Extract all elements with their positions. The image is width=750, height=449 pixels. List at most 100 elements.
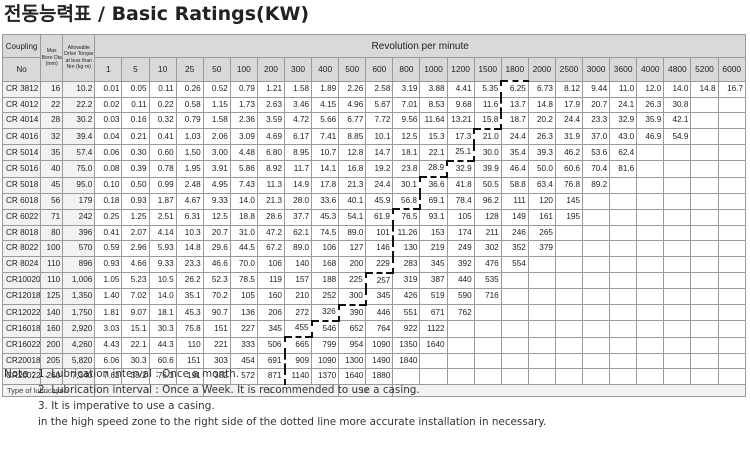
rpm-header: 400 (311, 57, 340, 82)
rating-cell: 146 (365, 240, 394, 258)
rating-cell: 110 (175, 336, 204, 354)
rating-cell (609, 320, 638, 338)
rating-cell: 345 (419, 256, 448, 274)
table-row: CR12022 140 1,750 1.81 9.07 18.1 45.3 90.7 136 20… (1, 303, 746, 322)
rating-cell: 1.87 (148, 192, 177, 210)
rating-cell: 0.39 (121, 160, 150, 178)
rating-cell: 4.48 (229, 144, 258, 162)
rpm-header: 1500 (473, 57, 502, 82)
note-2: 2. Lubrication interval : Once a Week. I… (38, 384, 420, 396)
rating-cell: 127 (338, 240, 367, 258)
table-row: CR10020 110 1,006 1.05 5.23 10.5 26.2 52.3 78.5 1… (1, 271, 746, 290)
rating-cell: 13.21 (446, 112, 475, 130)
rating-cell: 14.0 (148, 288, 177, 306)
torque-value: 570 (62, 240, 96, 258)
torque-value: 30.2 (62, 112, 96, 130)
rating-cell (527, 256, 556, 274)
rpm-header: 500 (338, 57, 367, 82)
coupling-no: CR12018 (1, 288, 42, 306)
rating-cell: 1.25 (121, 208, 150, 226)
header-coupling: Coupling (1, 34, 42, 58)
rating-cell (717, 240, 746, 258)
rating-cell: 93.1 (419, 208, 448, 226)
rating-cell: 1.89 (311, 80, 340, 98)
rating-cell (636, 160, 665, 178)
rating-cell: 60.6 (554, 160, 584, 178)
rating-cell: 62.1 (283, 224, 313, 242)
rating-cell: 333 (229, 336, 258, 354)
coupling-no: CR12022 (1, 304, 42, 322)
rating-cell: 136 (229, 304, 258, 322)
rating-cell: 25.1 (446, 144, 476, 162)
rating-cell: 17.8 (311, 176, 340, 194)
rating-cell (609, 336, 638, 354)
rating-cell: 30.0 (473, 144, 502, 162)
rating-cell (609, 352, 638, 370)
rating-cell: 11.7 (283, 160, 313, 178)
rating-cell: 257 (365, 271, 394, 290)
rpm-header: 10 (148, 57, 177, 82)
rating-cell: 1.58 (283, 80, 313, 98)
rating-cell: 8.85 (338, 128, 367, 146)
rating-cell: 14.8 (175, 240, 204, 258)
page-title: 전동능력표 / Basic Ratings(KW) (4, 3, 310, 25)
rating-cell: 954 (338, 336, 367, 354)
coupling-no: CR10020 (1, 272, 42, 290)
header-torque: Allowable Drive Torque at less than Nm (… (62, 34, 96, 82)
rating-cell: 227 (229, 320, 258, 338)
rating-cell: 46.4 (500, 160, 529, 178)
rating-cell (609, 240, 638, 258)
rating-cell: 0.11 (148, 80, 177, 98)
rating-cell: 300 (338, 288, 367, 306)
rating-cell: 62.4 (609, 144, 638, 162)
rating-cell (717, 288, 746, 306)
note-3: 3. It is imperative to use a casing. (38, 400, 215, 412)
rating-cell (500, 336, 529, 354)
lubrication-type: I (94, 383, 204, 397)
table-row: CR 4016 32 39.4 0.04 0.21 0.41 1.03 2.06 3.09 4.6… (1, 127, 746, 146)
rating-cell: 8.92 (256, 160, 286, 178)
rating-cell: 14.0 (229, 192, 258, 210)
rating-cell (609, 368, 638, 385)
rating-cell (527, 336, 556, 354)
rpm-header: 25 (175, 57, 204, 82)
rating-cell: 2.36 (229, 112, 258, 130)
rating-cell: 764 (365, 320, 394, 338)
rating-cell (636, 176, 665, 194)
rating-cell: 174 (446, 224, 475, 242)
rating-cell: 922 (392, 320, 421, 338)
rating-cell: 0.26 (175, 80, 204, 98)
rating-cell (636, 272, 665, 290)
rating-cell: 157 (283, 272, 313, 290)
rating-cell: 7.43 (229, 176, 258, 194)
rating-cell (663, 272, 692, 290)
rpm-header: 600 (365, 57, 394, 82)
max-bore-value: 100 (40, 240, 64, 258)
rating-cell: 3.19 (392, 80, 421, 98)
rating-cell: 1.21 (256, 80, 286, 98)
rating-cell: 0.11 (121, 96, 150, 114)
rating-cell (717, 336, 746, 354)
rating-cell: 16.8 (338, 160, 367, 178)
rating-cell (690, 96, 719, 114)
rating-cell (663, 160, 692, 178)
rating-cell: 22.1 (121, 336, 150, 354)
rating-cell: 106 (311, 240, 340, 258)
rating-cell: 0.25 (94, 208, 123, 226)
rating-cell: 9.33 (202, 192, 231, 210)
max-bore-value: 205 (40, 352, 64, 370)
rating-cell: 24.4 (554, 112, 584, 130)
rating-cell (609, 304, 638, 322)
rpm-header: 100 (229, 57, 258, 82)
rating-cell (554, 288, 584, 306)
max-bore-value: 71 (40, 208, 64, 226)
table-row: CR 3812 16 10.2 0.01 0.05 0.11 0.26 0.52 0.79 1.2… (1, 79, 746, 98)
rating-cell (500, 304, 529, 322)
rating-cell: 0.41 (94, 224, 123, 242)
rating-cell: 31.9 (554, 128, 584, 146)
rating-cell: 42.1 (663, 112, 692, 130)
coupling-no: CR 3812 (1, 80, 42, 98)
torque-value: 1,750 (62, 304, 96, 322)
rating-cell (609, 192, 638, 210)
rating-cell (609, 272, 638, 290)
